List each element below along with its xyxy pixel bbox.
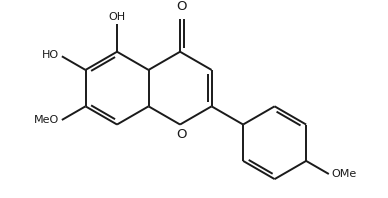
Text: MeO: MeO bbox=[34, 115, 59, 125]
Text: OMe: OMe bbox=[332, 169, 357, 179]
Text: O: O bbox=[177, 0, 187, 13]
Text: HO: HO bbox=[42, 50, 59, 60]
Text: OH: OH bbox=[109, 12, 126, 22]
Text: O: O bbox=[177, 128, 187, 141]
